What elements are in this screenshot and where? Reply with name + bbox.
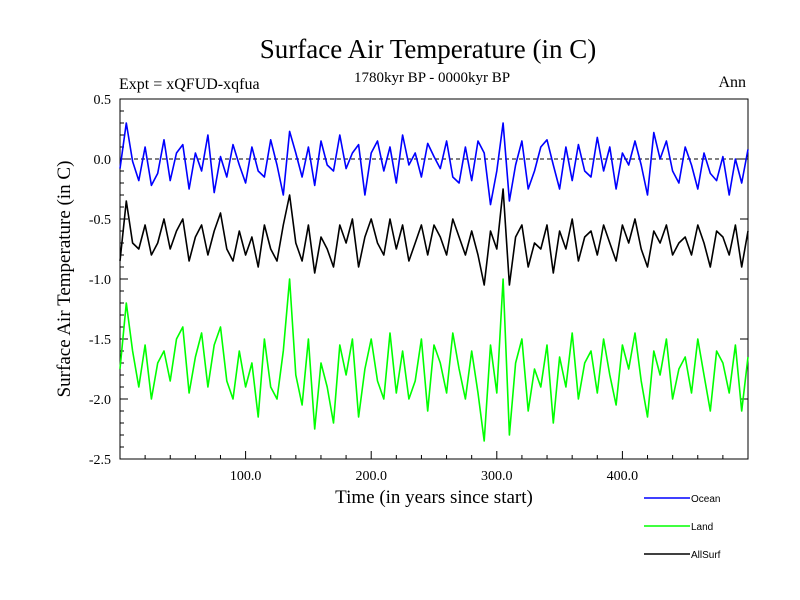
x-tick-label: 300.0 — [481, 469, 513, 484]
y-axis-label: Surface Air Temperature (in C) — [54, 161, 75, 398]
legend: Ocean Land AllSurf — [644, 494, 721, 561]
series-layer — [119, 122, 749, 442]
x-axis-label: Time (in years since start) — [335, 487, 533, 508]
legend-label: AllSurf — [691, 550, 721, 561]
y-axis-ticks: 0.5 0.0 -0.5 -1.0 -1.5 -2.0 -2.5 — [89, 93, 748, 468]
x-tick-label: 100.0 — [230, 469, 262, 484]
y-tick-label: -1.0 — [89, 273, 111, 288]
experiment-label: Expt = xQFUD-xqfua — [119, 76, 260, 93]
plot-frame — [119, 98, 749, 460]
y-tick-label: 0.5 — [94, 93, 112, 108]
chart-subtitle: 1780kyr BP - 0000kyr BP — [354, 70, 510, 86]
y-tick-label: -0.5 — [89, 213, 111, 228]
y-tick-label: -2.0 — [89, 393, 111, 408]
chart-title: Surface Air Temperature (in C) — [260, 34, 597, 64]
y-tick-label: -2.5 — [89, 453, 111, 468]
series-line-land — [119, 278, 749, 442]
x-axis-ticks: 100.0 200.0 300.0 400.0 — [144, 451, 724, 484]
legend-label: Land — [691, 522, 713, 533]
x-tick-label: 200.0 — [355, 469, 387, 484]
series-line-allsurf — [119, 188, 749, 286]
season-label: Ann — [718, 74, 746, 91]
y-tick-label: -1.5 — [89, 333, 111, 348]
series-line-ocean — [119, 122, 749, 206]
y-tick-label: 0.0 — [94, 153, 112, 168]
x-tick-label: 400.0 — [607, 469, 639, 484]
legend-label: Ocean — [691, 494, 720, 505]
